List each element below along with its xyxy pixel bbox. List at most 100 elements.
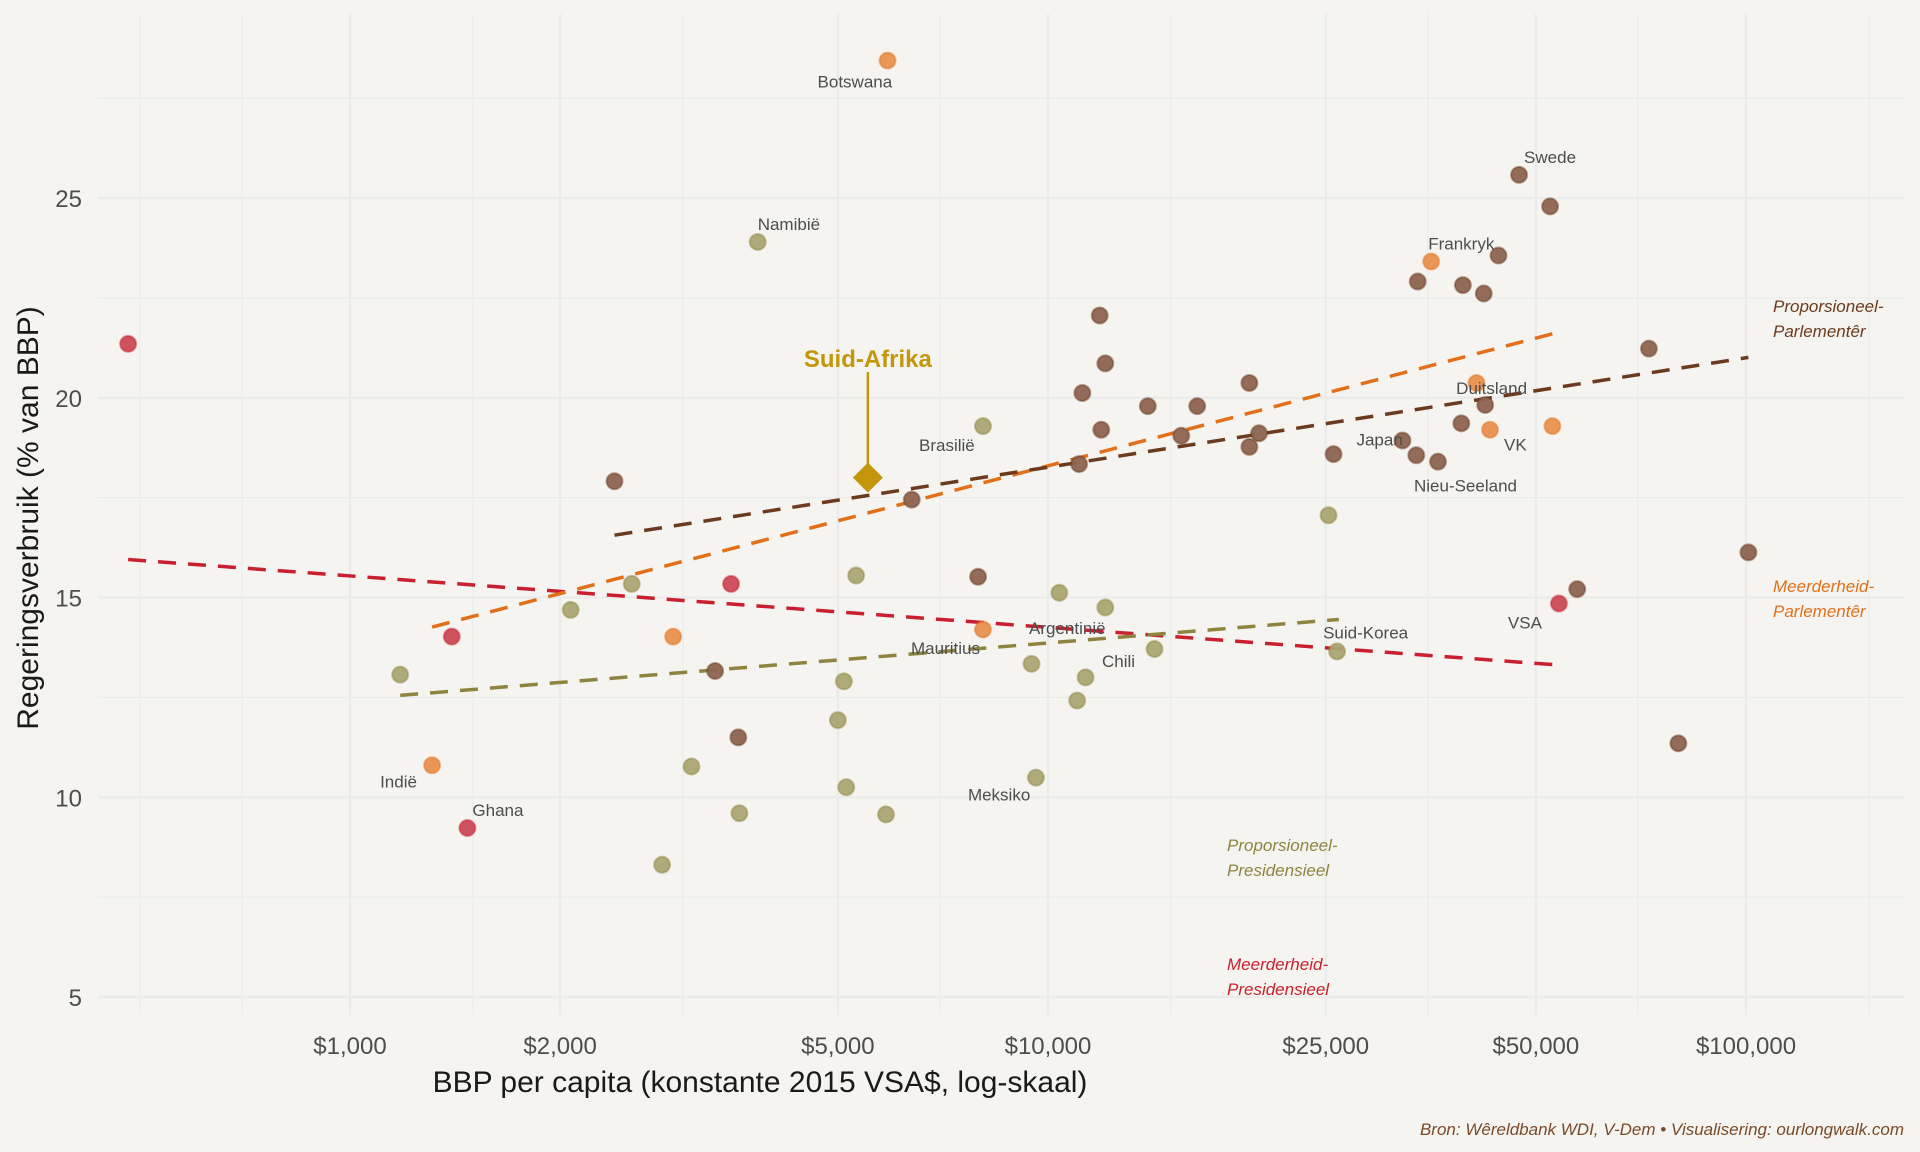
- trend-line: [431, 332, 1553, 629]
- data-point: [834, 672, 853, 691]
- data-point: [1669, 734, 1688, 753]
- data-point: [1172, 426, 1191, 445]
- x-axis-title: BBP per capita (konstante 2015 VSA$, log…: [433, 1066, 1088, 1099]
- point-label: Botswana: [818, 73, 893, 92]
- group-label: Presidensieel: [1227, 861, 1330, 880]
- y-tick-label: 5: [69, 985, 82, 1012]
- data-point: [729, 728, 748, 747]
- data-point: [1476, 395, 1495, 414]
- data-point: [1188, 397, 1207, 416]
- data-point: [1096, 598, 1115, 617]
- y-tick-label: 10: [55, 785, 82, 812]
- data-point: [442, 627, 461, 646]
- data-point: [1467, 373, 1486, 392]
- data-point: [1328, 642, 1347, 661]
- data-point: [837, 778, 856, 797]
- data-point: [1543, 417, 1562, 436]
- point-label: Swede: [1524, 148, 1576, 167]
- data-point: [653, 855, 672, 874]
- point-label: Brasilië: [919, 436, 975, 455]
- group-label: Parlementêr: [1773, 602, 1867, 621]
- y-tick-label: 15: [55, 586, 82, 613]
- data-point: [902, 490, 921, 509]
- data-point: [1240, 437, 1259, 456]
- highlight-diamond: [852, 462, 883, 493]
- data-point: [458, 819, 477, 838]
- point-label: Frankryk: [1428, 235, 1495, 254]
- data-point: [1474, 284, 1493, 303]
- y-tick-label: 20: [55, 386, 82, 413]
- data-point: [876, 805, 895, 824]
- data-point: [1068, 691, 1087, 710]
- data-point: [1489, 246, 1508, 265]
- x-tick-labels: $1,000 $2,000 $5,000 $10,000 $25,000 $50,000 $…: [313, 1033, 1796, 1060]
- point-label: Indië: [380, 772, 417, 791]
- source-caption: Bron: Wêreldbank WDI, V-Dem • Visualiser…: [1420, 1120, 1904, 1139]
- grid: [98, 14, 1904, 1015]
- data-point: [1510, 165, 1529, 184]
- data-point: [1408, 272, 1427, 291]
- point-label: Namibië: [758, 215, 820, 234]
- data-point: [391, 665, 410, 684]
- data-point: [1422, 252, 1441, 271]
- x-tick-label: $25,000: [1282, 1033, 1369, 1060]
- data-point: [1324, 445, 1343, 464]
- data-point: [730, 804, 749, 823]
- data-point: [1739, 543, 1758, 562]
- data-point: [664, 627, 683, 646]
- data-point: [1073, 383, 1092, 402]
- point-label: Duitsland: [1456, 379, 1527, 398]
- data-point: [1050, 583, 1069, 602]
- data-point: [1138, 397, 1157, 416]
- data-point: [682, 757, 701, 776]
- point-label: Suid-Korea: [1323, 623, 1409, 642]
- data-points: [119, 51, 1758, 874]
- point-label: VK: [1504, 436, 1527, 455]
- group-labels: Meerderheid- Presidensieel Meerderheid- Par…: [1227, 297, 1884, 999]
- data-point: [423, 756, 442, 775]
- data-point: [1428, 452, 1447, 471]
- data-point: [1090, 306, 1109, 325]
- group-label: Parlementêr: [1773, 322, 1867, 341]
- data-point: [1319, 506, 1338, 525]
- data-point: [1393, 431, 1412, 450]
- data-point: [1407, 446, 1426, 465]
- data-point: [973, 417, 992, 436]
- south-africa-highlight: Suid-Afrika: [804, 346, 933, 493]
- trend-lines: [128, 332, 1749, 698]
- point-label: Meksiko: [968, 786, 1030, 805]
- y-tick-label: 25: [55, 186, 82, 213]
- data-point: [1096, 354, 1115, 373]
- y-axis-title: Regeringsverbruik (% van BBP): [12, 306, 45, 730]
- trend-line: [400, 617, 1339, 698]
- x-tick-label: $10,000: [1005, 1033, 1092, 1060]
- data-point: [1240, 373, 1259, 392]
- data-point: [1076, 668, 1095, 687]
- x-tick-label: $50,000: [1492, 1033, 1579, 1060]
- data-point: [828, 711, 847, 730]
- x-tick-label: $1,000: [313, 1033, 386, 1060]
- data-point: [1026, 768, 1045, 787]
- data-point: [706, 662, 725, 681]
- data-point: [1541, 197, 1560, 216]
- data-point: [1250, 424, 1269, 443]
- point-labels: Ghana VSA Botswana Indië Frankryk VK Namibië Br…: [380, 73, 1576, 820]
- data-point: [847, 566, 866, 585]
- data-point: [748, 232, 767, 251]
- data-point: [119, 334, 138, 353]
- data-point: [1070, 455, 1089, 474]
- point-label: Nieu-Seeland: [1414, 477, 1517, 496]
- point-label: Japan: [1356, 430, 1402, 449]
- data-point: [969, 567, 988, 586]
- data-point: [605, 472, 624, 491]
- data-point: [1452, 414, 1471, 433]
- x-tick-label: $2,000: [523, 1033, 596, 1060]
- point-label: Ghana: [472, 801, 524, 820]
- data-point: [1022, 654, 1041, 673]
- trend-line: [614, 355, 1749, 537]
- data-point: [561, 600, 580, 619]
- y-tick-labels: 5 10 15 20 25: [55, 186, 82, 1012]
- data-point: [1549, 594, 1568, 613]
- data-point: [1481, 420, 1500, 439]
